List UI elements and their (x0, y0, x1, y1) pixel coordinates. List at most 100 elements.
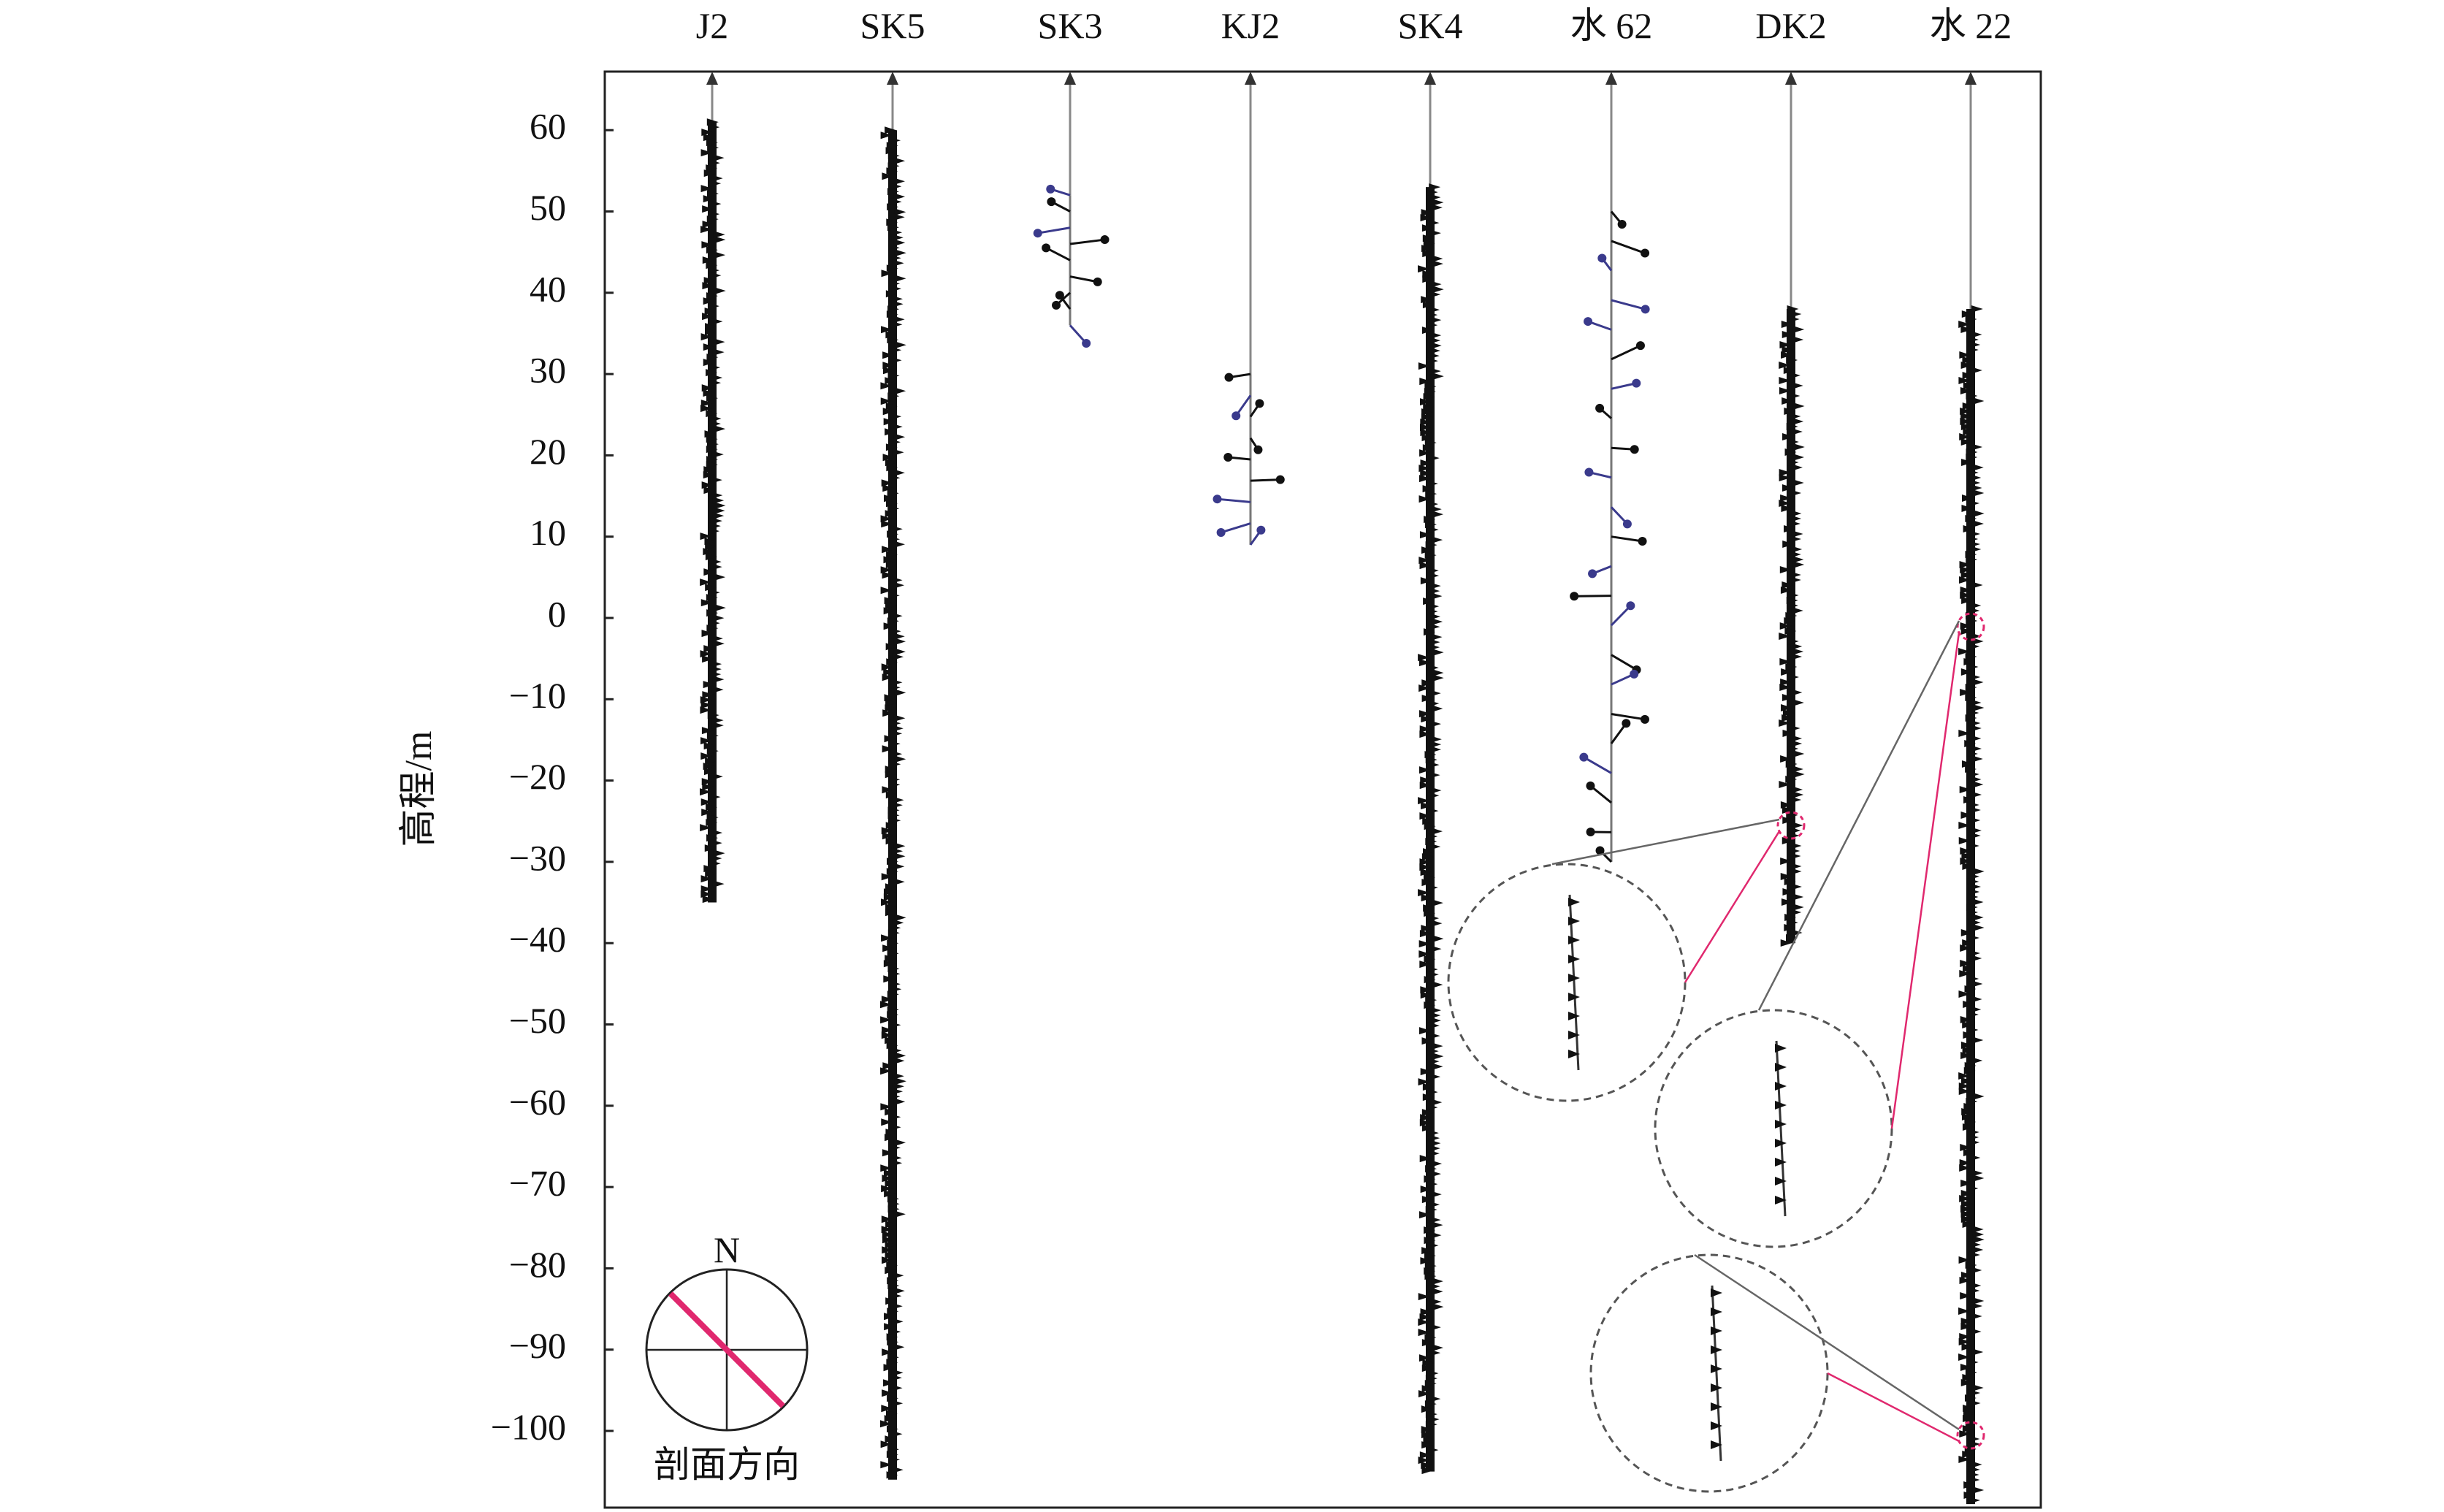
dip-mark (1427, 915, 1440, 923)
dip-mark (706, 814, 719, 822)
dip-mark (1427, 1446, 1439, 1454)
dip-mark (706, 625, 719, 633)
dip-mark (1968, 1440, 1981, 1448)
dip-mark (1960, 1292, 1972, 1300)
dip-mark (892, 919, 904, 927)
dip-mark (1420, 577, 1432, 585)
dip-arrow-head (1033, 229, 1042, 238)
dip-mark (1782, 714, 1794, 722)
dip-mark (888, 535, 901, 543)
dip-mark (1786, 356, 1798, 364)
dip-arrow-head (1622, 719, 1631, 728)
dip-mark (1422, 234, 1435, 243)
dip-mark (890, 1154, 902, 1162)
dip-mark (1971, 305, 1983, 313)
dip-mark (887, 939, 899, 947)
dip-mark (1427, 526, 1439, 534)
dip-mark (887, 1195, 899, 1203)
dip-mark (883, 893, 896, 901)
dip-mark (888, 970, 901, 978)
dip-mark (1432, 286, 1444, 294)
dip-mark (1429, 1324, 1441, 1332)
dip-mark (1971, 1302, 1983, 1310)
dip-mark (1419, 961, 1432, 969)
dip-mark (1971, 464, 1984, 472)
dip-mark (1788, 725, 1800, 733)
dip-mark (1971, 1246, 1984, 1254)
compass-caption: 剖面方向 (654, 1444, 800, 1485)
dip-mark (1972, 868, 1985, 876)
dip-mark (882, 745, 894, 753)
dip-arrow (1045, 246, 1071, 261)
dip-mark (1791, 530, 1803, 538)
dip-mark (1968, 1154, 1981, 1162)
dip-mark (1422, 444, 1435, 452)
dip-mark (880, 382, 893, 390)
dip-arrow-head (1586, 781, 1595, 790)
dip-mark (881, 1226, 893, 1234)
stem-arrowhead (1064, 72, 1076, 85)
dip-arrow-head (1584, 467, 1594, 477)
dip-mark (1427, 1047, 1439, 1055)
dip-mark (886, 464, 898, 472)
dip-mark (887, 203, 899, 211)
dip-mark (1422, 817, 1435, 825)
dip-mark (1970, 955, 1982, 963)
dip-mark (1960, 1042, 1973, 1050)
dip-mark (1427, 664, 1439, 672)
dip-mark (1424, 1267, 1436, 1275)
dip-mark (1788, 520, 1800, 528)
dip-arrow-head (1632, 378, 1641, 388)
dip-arrow (1574, 595, 1612, 597)
dip-mark (1426, 357, 1438, 365)
dip-mark (1963, 965, 1975, 973)
dip-mark (1782, 730, 1795, 738)
dip-mark (705, 323, 717, 331)
dip-mark (885, 331, 898, 339)
dip-mark (703, 742, 716, 750)
dip-mark (1779, 781, 1791, 789)
dip-mark (1422, 275, 1435, 283)
dip-mark (892, 796, 904, 804)
dip-mark (1962, 1374, 1974, 1382)
dip-mark (882, 172, 894, 180)
dip-arrow (1250, 478, 1280, 482)
dip-arrow-head (1640, 714, 1649, 724)
dip-mark (1779, 469, 1791, 477)
dip-mark (887, 1425, 899, 1433)
dip-mark (1790, 653, 1803, 661)
dip-mark (706, 215, 719, 224)
dip-mark (1787, 316, 1800, 324)
dip-mark (1429, 229, 1441, 237)
dip-mark (1963, 428, 1975, 436)
dip-mark (1971, 1348, 1984, 1356)
dip-mark (890, 1302, 903, 1310)
dip-mark (1421, 546, 1433, 554)
dip-mark (1425, 838, 1437, 846)
dip-mark (700, 400, 713, 408)
dip-arrow-head (1570, 592, 1579, 601)
dip-mark (890, 1384, 903, 1392)
dip-mark (890, 801, 903, 809)
dip-mark (1429, 741, 1442, 749)
dip-mark (1965, 1369, 1977, 1377)
dip-mark (1786, 602, 1798, 610)
dip-arrow-head (1626, 601, 1635, 611)
dip-arrow-head (1584, 317, 1593, 327)
dip-mark (1792, 771, 1805, 779)
dip-mark (1966, 909, 1979, 917)
dip-mark (882, 571, 894, 579)
dip-mark (880, 131, 893, 140)
dip-mark (703, 865, 716, 873)
dip-mark (1711, 1288, 1722, 1297)
dip-mark (888, 684, 901, 692)
dip-mark (1959, 1164, 1971, 1172)
dip-mark (893, 1343, 905, 1351)
dip-mark (887, 1338, 899, 1346)
inset-source-marker (1956, 612, 1985, 641)
dip-mark (885, 699, 898, 707)
dip-mark (1775, 1120, 1787, 1129)
dip-mark (887, 1394, 899, 1402)
dip-mark (709, 420, 721, 428)
dip-mark (1792, 893, 1804, 901)
